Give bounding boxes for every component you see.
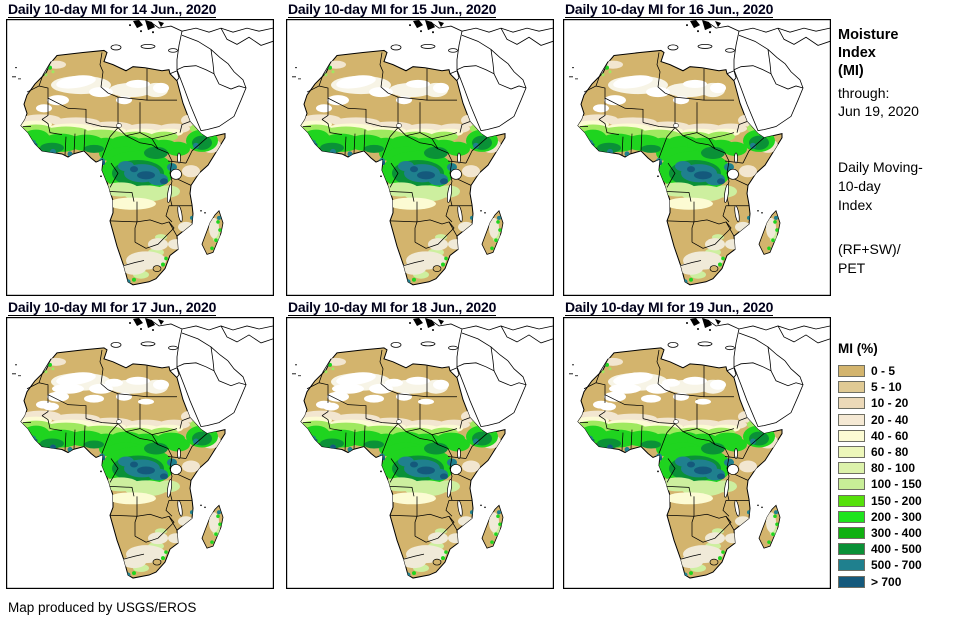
africa-moisture-map [6,19,285,296]
panel-title: Daily 10-day MI for 15 Jun., 2020 [288,1,565,18]
panel-title-text: Daily 10-day MI for 18 Jun., 2020 [288,299,497,316]
map-panel: Daily 10-day MI for 19 Jun., 2020 [563,299,842,589]
legend-item: 300 - 400 [838,525,922,541]
legend-item: 40 - 60 [838,428,922,444]
map-panel: Daily 10-day MI for 16 Jun., 2020 [563,1,842,296]
formula-line: (RF+SW)/ [838,241,901,257]
map-panel: Daily 10-day MI for 17 Jun., 2020 [6,299,285,589]
map-panel: Daily 10-day MI for 14 Jun., 2020 [6,1,285,296]
africa-moisture-map [6,317,285,589]
legend-range-label: 80 - 100 [871,461,916,476]
sidebar-title-line: (MI) [838,63,864,79]
panel-title: Daily 10-day MI for 19 Jun., 2020 [565,299,842,316]
panel-title: Daily 10-day MI for 14 Jun., 2020 [8,1,285,18]
africa-moisture-map [563,19,842,296]
legend-color-swatch [838,413,865,426]
legend-range-label: 150 - 200 [871,493,922,508]
map-panel: Daily 10-day MI for 18 Jun., 2020 [286,299,565,589]
legend-range-label: 0 - 5 [871,364,896,379]
panel-title: Daily 10-day MI for 16 Jun., 2020 [565,1,842,18]
africa-map-svg [286,19,554,296]
legend-item: 500 - 700 [838,557,922,573]
map-credit: Map produced by USGS/EROS [8,600,197,615]
sidebar-index-block: Daily Moving- 10-day Index [838,158,923,215]
legend-range-label: 100 - 150 [871,477,922,492]
legend-range-label: 40 - 60 [871,428,909,443]
legend-color-swatch [838,381,865,394]
legend-item: 100 - 150 [838,476,922,492]
panel-title-text: Daily 10-day MI for 15 Jun., 2020 [288,1,497,18]
legend-item: 80 - 100 [838,460,922,476]
panel-title: Daily 10-day MI for 18 Jun., 2020 [288,299,565,316]
africa-moisture-map [286,317,565,589]
legend-range-label: > 700 [871,574,902,589]
africa-map-svg [286,317,554,589]
africa-moisture-map [563,317,842,589]
legend-color-swatch [838,478,865,491]
legend-range-label: 5 - 10 [871,380,902,395]
africa-map-svg [563,19,831,296]
legend-color-swatch [838,397,865,410]
sidebar-title: Moisture Index (MI) [838,26,898,80]
africa-moisture-map [286,19,565,296]
legend-item: 20 - 40 [838,412,922,428]
through-label: through: [838,85,890,101]
sidebar-title-line: Moisture [838,27,899,43]
legend-range-label: 500 - 700 [871,558,922,573]
panel-title: Daily 10-day MI for 17 Jun., 2020 [8,299,285,316]
africa-map-svg [6,19,274,296]
index-line: 10-day [838,178,881,194]
legend-range-label: 20 - 40 [871,412,909,427]
through-date: Jun 19, 2020 [838,103,919,119]
legend-range-label: 60 - 80 [871,445,909,460]
legend-range-label: 300 - 400 [871,525,922,540]
legend-range-label: 200 - 300 [871,509,922,524]
panel-title-text: Daily 10-day MI for 16 Jun., 2020 [565,1,774,18]
legend-color-swatch [838,526,865,539]
legend-color-swatch [838,494,865,507]
index-line: Index [838,197,873,213]
sidebar-through-block: through: Jun 19, 2020 [838,84,919,120]
legend-item: 150 - 200 [838,493,922,509]
legend-item: 200 - 300 [838,509,922,525]
legend-color-swatch [838,446,865,459]
legend-item: > 700 [838,573,922,589]
legend-item: 5 - 10 [838,379,922,395]
legend-color-swatch [838,462,865,475]
legend-item: 10 - 20 [838,395,922,411]
sidebar-formula-block: (RF+SW)/ PET [838,240,901,278]
legend-item: 60 - 80 [838,444,922,460]
africa-map-svg [6,317,274,589]
legend-range-label: 10 - 20 [871,396,909,411]
legend-color-swatch [838,575,865,588]
legend-color-swatch [838,510,865,523]
sidebar-title-line: Index [838,45,876,61]
legend-color-swatch [838,543,865,556]
legend-range-label: 400 - 500 [871,542,922,557]
legend-color-swatch [838,559,865,572]
legend-items: 0 - 5 5 - 10 10 - 20 20 - 40 40 - 60 60 … [838,363,922,590]
panel-title-text: Daily 10-day MI for 17 Jun., 2020 [8,299,217,316]
legend-item: 0 - 5 [838,363,922,379]
mi-legend: MI (%) 0 - 5 5 - 10 10 - 20 20 - 40 40 -… [838,341,922,590]
index-line: Daily Moving- [838,159,923,175]
legend-title: MI (%) [838,341,878,356]
panel-title-text: Daily 10-day MI for 14 Jun., 2020 [8,1,217,18]
formula-line: PET [838,260,866,276]
legend-color-swatch [838,365,865,378]
map-panel: Daily 10-day MI for 15 Jun., 2020 [286,1,565,296]
legend-color-swatch [838,429,865,442]
africa-map-svg [563,317,831,589]
legend-item: 400 - 500 [838,541,922,557]
panel-title-text: Daily 10-day MI for 19 Jun., 2020 [565,299,774,316]
